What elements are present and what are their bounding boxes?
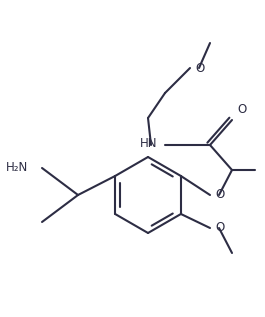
Text: HN: HN [139,137,157,150]
Text: O: O [237,103,246,116]
Text: H₂N: H₂N [6,161,28,174]
Text: O: O [215,222,224,235]
Text: O: O [215,189,224,202]
Text: O: O [195,61,204,74]
